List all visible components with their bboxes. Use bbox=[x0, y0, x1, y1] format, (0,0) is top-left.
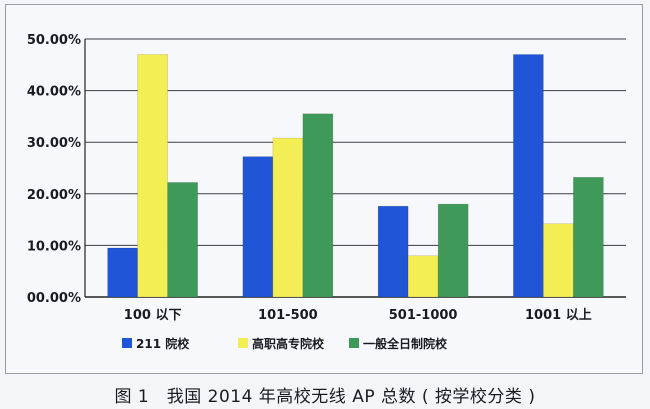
legend: 211 院校 高职高专院校 一般全日制院校 bbox=[122, 336, 448, 351]
x-tick-label: 1001 以上 bbox=[525, 308, 592, 323]
bar bbox=[377, 205, 409, 298]
bar bbox=[302, 113, 334, 298]
x-tick-label: 501-1000 bbox=[389, 308, 458, 323]
legend-swatch bbox=[349, 338, 359, 348]
y-tick-label: 00.00% bbox=[27, 291, 81, 306]
legend-label: 211 院校 bbox=[136, 336, 190, 351]
bar bbox=[242, 156, 274, 298]
bar bbox=[167, 182, 198, 298]
bar bbox=[407, 255, 439, 298]
bar bbox=[513, 54, 544, 298]
y-tick-label: 20.00% bbox=[27, 188, 81, 203]
y-tick-label: 10.00% bbox=[27, 239, 81, 254]
bar bbox=[573, 176, 604, 298]
y-tick-label: 40.00% bbox=[27, 85, 81, 100]
bars bbox=[107, 54, 604, 298]
y-tick-label: 50.00% bbox=[27, 33, 81, 48]
legend-label: 高职高专院校 bbox=[252, 336, 325, 351]
bar-chart: 00.00% 10.00% 20.00% 30.00% 40.00% 50.00% 100… bbox=[27, 33, 626, 351]
bar bbox=[107, 247, 138, 298]
legend-swatch bbox=[238, 338, 248, 348]
y-axis: 00.00% 10.00% 20.00% 30.00% 40.00% 50.00% bbox=[27, 33, 86, 306]
y-tick-label: 30.00% bbox=[27, 136, 81, 151]
bar bbox=[543, 223, 574, 298]
figure-caption: 图 1 我国 2014 年高校无线 AP 总数 ( 按学校分类 ) bbox=[114, 387, 536, 407]
bar bbox=[272, 137, 304, 298]
x-tick-label: 101-500 bbox=[258, 308, 318, 323]
legend-swatch bbox=[122, 338, 132, 348]
bar bbox=[437, 203, 469, 298]
x-axis: 100 以下 101-500 501-1000 1001 以上 bbox=[124, 308, 592, 323]
x-tick-label: 100 以下 bbox=[124, 308, 182, 323]
bar bbox=[137, 54, 168, 298]
chart-frame: 00.00% 10.00% 20.00% 30.00% 40.00% 50.00% 100… bbox=[5, 4, 643, 374]
legend-label: 一般全日制院校 bbox=[363, 336, 448, 351]
